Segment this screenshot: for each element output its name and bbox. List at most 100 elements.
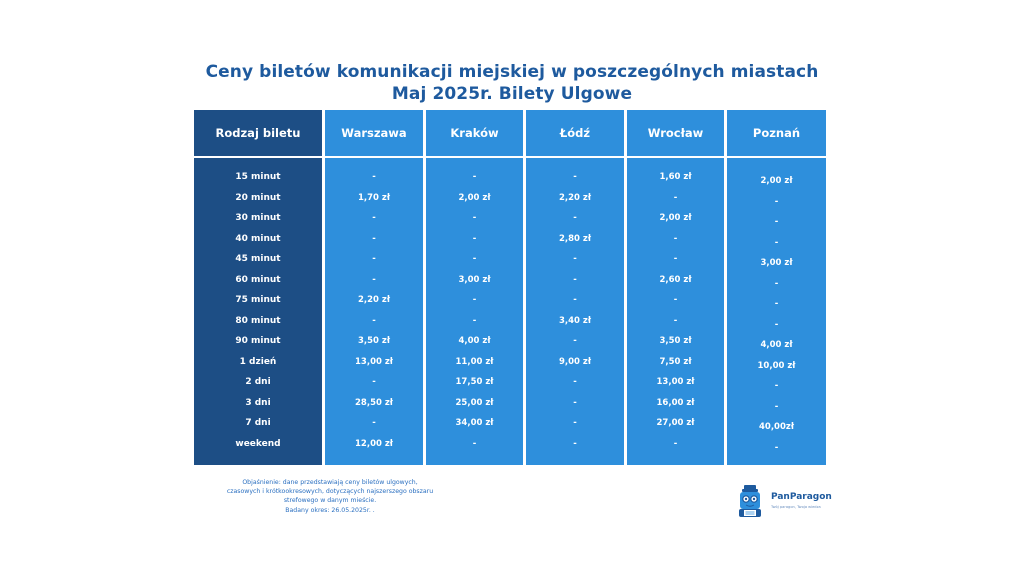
price-cell: - xyxy=(372,233,376,244)
price-cell: 3,50 zł xyxy=(357,336,391,346)
price-cell: - xyxy=(472,254,477,264)
column-poznan: Poznań 2,00 zł - - - 3,00 zł - - - 4,00 zł 10,00 … xyxy=(727,110,826,465)
column-lodz: Łódź -2,20 zł -2,80 zł - - -3,40 zł -9,00 zł -… xyxy=(526,110,624,465)
price-cell: - xyxy=(673,192,678,203)
price-cell: - xyxy=(774,278,779,289)
row-label: 40 minut xyxy=(235,233,281,244)
price-cell: 9,00 zł xyxy=(558,356,592,367)
price-cell: - xyxy=(573,213,577,223)
price-cell: 40,00zł xyxy=(759,422,794,432)
footnote-line: Badany okres: 26.05.2025r. . xyxy=(285,506,375,514)
price-cell: 3,50 zł xyxy=(659,336,692,346)
row-label: 2 dni xyxy=(245,377,271,387)
price-cell: - xyxy=(774,381,779,391)
price-cell: 13,00 zł xyxy=(656,377,695,387)
price-cell: - xyxy=(774,319,779,330)
price-cell: 34,00 zł xyxy=(455,418,494,428)
row-label: 7 dni xyxy=(245,418,271,428)
price-cell: - xyxy=(372,213,376,223)
price-cell: 4,00 zł xyxy=(458,336,491,346)
column-wroclaw: Wrocław 1,60 zł - 2,00 zł - - 2,60 zł - - 3,50 z… xyxy=(627,110,724,465)
price-cell: - xyxy=(573,172,577,182)
price-cell: - xyxy=(774,299,779,309)
logo-tagline: Twój paragon, Twoja wiedza xyxy=(771,505,821,509)
header-krakow: Kraków xyxy=(426,110,523,156)
price-cell: 2,60 zł xyxy=(659,274,692,285)
price-cell: 2,00 zł xyxy=(760,176,793,186)
price-cell: - xyxy=(372,377,376,387)
price-cell: - xyxy=(774,217,779,227)
price-cell: - xyxy=(673,254,678,264)
price-cell: - xyxy=(472,438,477,449)
price-cell: - xyxy=(472,315,477,326)
price-cell: - xyxy=(372,418,376,428)
price-cell: - xyxy=(573,377,577,387)
column-body-wroclaw: 1,60 zł - 2,00 zł - - 2,60 zł - - 3,50 zł 7,50 zł… xyxy=(627,158,724,465)
row-label: 20 minut xyxy=(235,192,281,203)
price-cell: - xyxy=(573,397,577,408)
price-cell: - xyxy=(774,196,779,207)
column-body-warszawa: - 1,70 zł - - - - 2,20 zł - 3,50 zł 13,00 zł - 28,5… xyxy=(325,158,423,465)
price-cell: 2,20 zł xyxy=(357,295,391,305)
price-cell: - xyxy=(372,172,376,182)
row-label: 80 minut xyxy=(235,315,281,326)
price-cell: 3,40 zł xyxy=(558,315,592,326)
row-label: 3 dni xyxy=(245,397,271,408)
column-krakow: Kraków - 2,00 zł - - - 3,00 zł - - 4,00 zł 11,00 … xyxy=(426,110,523,465)
footnote-line: czasowych i krótkookresowych, dotyczącyc… xyxy=(226,488,434,496)
footnote: Objaśnienie: dane przedstawiają ceny bil… xyxy=(200,478,460,515)
price-cell: - xyxy=(573,438,577,449)
footnote-line: Objaśnienie: dane przedstawiają ceny bil… xyxy=(242,479,418,486)
footnote-line: strefowego w danym mieście. xyxy=(283,497,377,505)
price-cell: 4,00 zł xyxy=(760,340,793,350)
logo-name: PanParagon xyxy=(771,492,832,502)
price-cell: - xyxy=(673,438,678,449)
price-cell: 25,00 zł xyxy=(455,397,494,408)
price-cell: 17,50 zł xyxy=(455,377,494,387)
row-label: 30 minut xyxy=(235,213,281,223)
price-cell: 16,00 zł xyxy=(656,397,695,408)
price-cell: 11,00 zł xyxy=(455,356,494,367)
column-body-lodz: - 2,20 zł - 2,80 zł - - - 3,40 zł - 9,00 zł - - - - xyxy=(526,158,624,465)
row-label: 75 minut xyxy=(235,295,281,305)
price-cell: - xyxy=(573,274,577,285)
mascot-icon xyxy=(739,485,761,517)
price-cell: 1,60 zł xyxy=(659,172,692,182)
price-cell: 7,50 zł xyxy=(659,356,692,367)
column-warszawa: Warszawa - 1,70 zł - - - - 2,20 zł - 3,50 zł 13,0… xyxy=(325,110,423,465)
price-cell: - xyxy=(673,315,678,326)
price-cell: - xyxy=(673,233,678,244)
price-cell: 2,00 zł xyxy=(458,192,491,203)
price-cell: 2,80 zł xyxy=(558,233,592,244)
price-cell: - xyxy=(372,274,376,285)
price-cell: - xyxy=(573,254,577,264)
price-cell: - xyxy=(472,295,477,305)
price-cell: 2,00 zł xyxy=(659,213,692,223)
price-cell: 27,00 zł xyxy=(656,418,695,428)
header-ticket-type: Rodzaj biletu xyxy=(194,110,322,156)
price-cell: - xyxy=(673,295,678,305)
price-cell: - xyxy=(573,336,577,346)
price-cell: - xyxy=(472,233,477,244)
column-body-ticket-type: 15 minut 20 minut 30 minut 40 minut 45 minut… xyxy=(194,158,322,465)
price-cell: 3,00 zł xyxy=(760,258,793,268)
page-title: Ceny biletów komunikacji miejskiej w pos… xyxy=(205,62,819,82)
price-cell: - xyxy=(774,237,779,248)
price-cell: 2,20 zł xyxy=(558,192,592,203)
price-cell: 28,50 zł xyxy=(355,397,393,408)
price-cell: 10,00 zł xyxy=(757,360,796,371)
header-warszawa: Warszawa xyxy=(325,110,423,156)
column-body-krakow: - 2,00 zł - - - 3,00 zł - - 4,00 zł 11,00 zł 17,50… xyxy=(426,158,523,465)
column-body-poznan: 2,00 zł - - - 3,00 zł - - - 4,00 zł 10,00 zł - - 40,… xyxy=(727,158,826,465)
header-poznan: Poznań xyxy=(727,110,826,156)
row-label: weekend xyxy=(235,438,281,449)
price-cell: - xyxy=(573,295,577,305)
price-cell: - xyxy=(774,442,779,453)
price-cell: 12,00 zł xyxy=(355,438,393,449)
price-cell: 3,00 zł xyxy=(458,274,491,285)
price-cell: - xyxy=(774,401,779,412)
row-label: 90 minut xyxy=(235,336,281,346)
row-label: 1 dzień xyxy=(239,356,277,367)
price-cell: - xyxy=(573,418,577,428)
price-cell: - xyxy=(372,254,376,264)
